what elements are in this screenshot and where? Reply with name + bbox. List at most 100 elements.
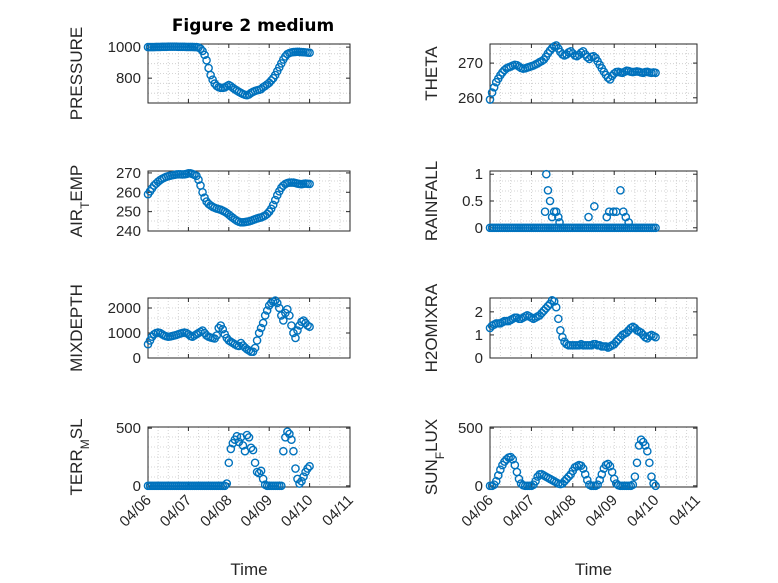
- data-point: [206, 70, 215, 80]
- y-tick-label: 240: [116, 223, 141, 240]
- data-point: [609, 207, 618, 217]
- data-point: [506, 452, 516, 462]
- data-point: [270, 195, 280, 205]
- subplot-2: 260 270 THETA: [422, 41, 698, 107]
- y-axis-label: TERRMSL: [67, 418, 92, 495]
- data-point: [595, 475, 605, 485]
- data-point: [220, 481, 230, 491]
- data-point: [287, 435, 296, 444]
- data-point: [651, 223, 660, 233]
- data-point: [212, 331, 221, 340]
- data-point: [584, 212, 593, 222]
- data-point: [645, 458, 654, 468]
- data-point: [279, 316, 288, 325]
- data-point: [558, 332, 567, 342]
- data-point: [224, 458, 234, 468]
- data-point: [609, 69, 619, 78]
- x-axis-label: Time: [230, 560, 267, 579]
- y-axis-label: THETA: [422, 46, 441, 101]
- data-point: [305, 461, 314, 471]
- y-tick-label: 1000: [108, 325, 141, 342]
- y-tick-label: 800: [116, 70, 141, 87]
- data-point: [589, 51, 598, 61]
- data-point: [305, 179, 314, 189]
- data-point: [651, 68, 660, 78]
- data-point: [616, 185, 625, 195]
- subplot-6: 0 1 2 H2OMIXRA: [422, 283, 698, 372]
- data-point: [305, 48, 314, 57]
- axes-frame: [147, 43, 351, 104]
- data-point: [202, 56, 211, 65]
- data-point: [246, 443, 256, 453]
- data-point: [274, 303, 284, 313]
- x-tick-label: 04/06: [458, 492, 497, 531]
- data-point: [547, 212, 557, 222]
- data-point: [283, 427, 292, 436]
- x-tick-label: 04/06: [116, 492, 155, 531]
- data-point: [582, 52, 592, 62]
- data-point: [605, 461, 615, 471]
- x-tick-label: 04/07: [500, 492, 539, 531]
- y-tick-label: 270: [116, 165, 141, 182]
- y-axis-label: PRESSURE: [67, 27, 86, 121]
- data-point: [551, 207, 561, 217]
- data-point: [636, 435, 646, 444]
- data-point: [299, 472, 308, 481]
- y-tick-label: 2000: [108, 300, 141, 317]
- data-point: [291, 333, 300, 343]
- data-point: [222, 479, 232, 488]
- data-point: [496, 465, 505, 474]
- data-point: [254, 328, 264, 338]
- subplot-4: 0 0.5 1 RAINFALL: [422, 161, 698, 241]
- data-point: [250, 458, 260, 468]
- y-tick-label: 0: [475, 478, 483, 495]
- data-point: [260, 311, 270, 320]
- data-point: [590, 202, 599, 211]
- axes-frame: [147, 426, 351, 488]
- y-tick-label: 1000: [108, 39, 141, 56]
- data-point: [256, 323, 266, 333]
- subplot-7: 04/06 04/07 04/08 04/09 04/10 04/11 0 500 TERRMS…: [67, 418, 357, 530]
- data-point: [214, 323, 223, 333]
- data-point: [487, 88, 497, 97]
- data-point: [256, 466, 266, 476]
- axes-frame: [147, 297, 351, 359]
- y-tick-label: 0.5: [462, 193, 483, 210]
- y-tick-label: 270: [458, 55, 483, 72]
- data-point: [619, 207, 628, 217]
- data-point: [232, 431, 242, 441]
- data-point: [270, 296, 280, 305]
- y-tick-label: 260: [116, 184, 141, 201]
- data-point: [551, 302, 561, 312]
- data-point: [555, 218, 564, 227]
- data-point: [305, 322, 314, 332]
- data-point: [268, 200, 278, 210]
- subplot-5: 0 1000 2000 MIXDEPTH: [67, 284, 351, 372]
- y-tick-label: 500: [116, 420, 141, 437]
- data-point: [597, 470, 607, 479]
- y-tick-label: 250: [116, 204, 141, 221]
- data-point: [303, 464, 312, 473]
- data-point: [576, 48, 586, 57]
- axes-frame: [147, 170, 351, 232]
- y-axis-label: RAINFALL: [422, 161, 441, 241]
- data-point: [643, 446, 652, 456]
- data-point: [258, 318, 268, 328]
- y-tick-label: 0: [475, 220, 483, 237]
- x-tick-label: 04/09: [582, 492, 621, 531]
- data-point: [252, 336, 262, 345]
- data-point: [272, 298, 282, 308]
- data-point: [491, 476, 501, 486]
- x-tick-label: 04/08: [197, 492, 236, 531]
- data-point: [533, 472, 542, 481]
- data-point: [295, 479, 304, 488]
- data-point: [609, 474, 619, 484]
- data-point: [238, 441, 248, 450]
- data-point: [218, 324, 228, 334]
- x-tick-label: 04/07: [157, 492, 196, 531]
- data-point: [266, 76, 276, 85]
- data-point: [508, 455, 518, 464]
- data-point: [226, 444, 236, 454]
